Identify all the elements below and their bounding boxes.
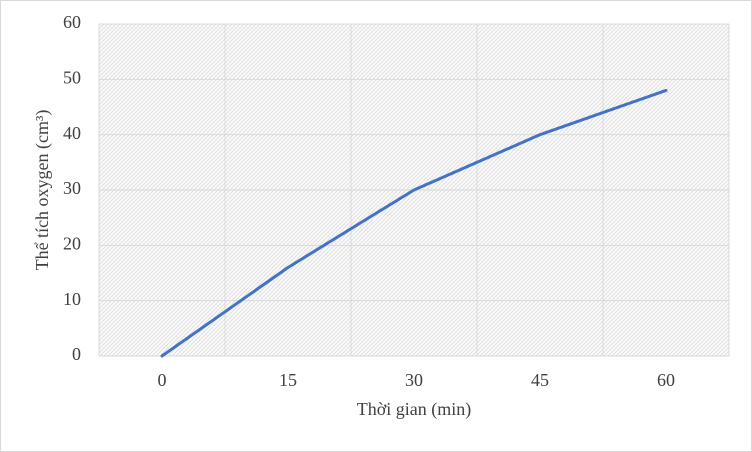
y-tick-label: 50 bbox=[63, 67, 81, 87]
x-tick-label: 60 bbox=[657, 370, 675, 390]
y-tick-label: 30 bbox=[63, 178, 81, 198]
y-tick-label: 0 bbox=[72, 344, 81, 364]
data-line bbox=[160, 88, 668, 358]
y-axis-label: Thể tích oxygen (cm³) bbox=[32, 110, 53, 271]
x-tick-label: 0 bbox=[158, 370, 167, 390]
y-tick-label: 20 bbox=[63, 233, 81, 253]
y-tick-label: 40 bbox=[63, 123, 81, 143]
x-tick-label: 45 bbox=[531, 370, 549, 390]
x-tick-label: 30 bbox=[405, 370, 423, 390]
y-tick-label: 10 bbox=[63, 289, 81, 309]
x-axis-label: Thời gian (min) bbox=[357, 399, 472, 420]
y-tick-label: 60 bbox=[63, 12, 81, 32]
x-tick-label: 15 bbox=[279, 370, 297, 390]
